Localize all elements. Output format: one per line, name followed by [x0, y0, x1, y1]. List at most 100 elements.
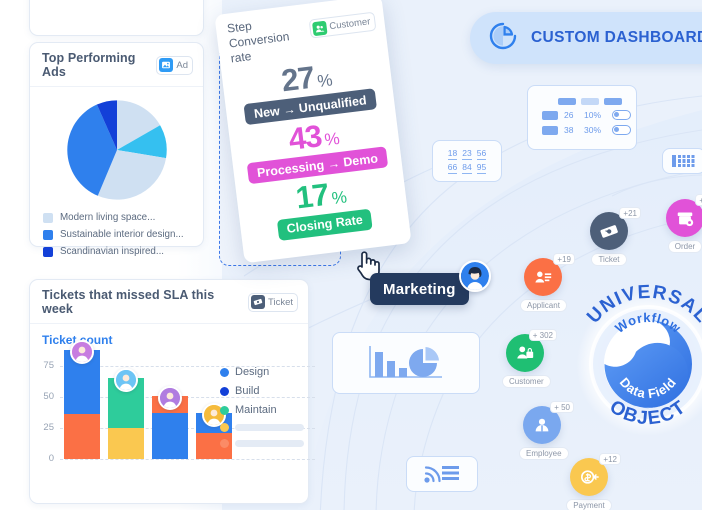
legend-label: Modern living space... [60, 212, 156, 223]
y-tick-75: 75 [43, 360, 54, 371]
legend-swatch [43, 212, 53, 223]
table-row[interactable] [108, 368, 144, 459]
entity-label: Ticket [591, 253, 627, 266]
table-row[interactable] [64, 340, 100, 459]
list-item[interactable]: Build [220, 385, 304, 397]
count-badge: +19 [553, 253, 575, 265]
entity-employee[interactable]: + 50 Employee [519, 401, 574, 460]
entity-payment[interactable]: +12 Payment [566, 453, 621, 510]
y-tick-50: 50 [43, 391, 54, 402]
status-badge-ad[interactable]: Ad [156, 55, 193, 75]
card-top-performing-ads[interactable]: Top Performing Ads Ad [29, 42, 204, 257]
ghost-widget-list[interactable] [662, 148, 702, 174]
list-item[interactable]: Maintain [220, 404, 304, 416]
table-cell: 30% [584, 125, 602, 135]
metric-unit: % [330, 187, 349, 209]
y-tick-0: 0 [48, 453, 54, 464]
status-badge-ticket[interactable]: Ticket [248, 292, 298, 312]
avatar [70, 340, 94, 364]
count-badge: +12 [599, 453, 621, 465]
avatar [158, 386, 182, 410]
card-header: Step Conversion rate Customer [214, 0, 388, 73]
table-cell: 26 [564, 110, 574, 120]
color-swatch [542, 110, 558, 120]
table-row: 26 10% [528, 105, 636, 120]
chip [581, 98, 599, 105]
count-badge: +30 [695, 194, 702, 206]
page-title: Tickets that missed SLA this week [42, 288, 215, 316]
entity-applicant[interactable]: +19 Applicant [520, 253, 575, 312]
list-item[interactable] [220, 423, 304, 432]
entity-customer[interactable]: + 302 Customer [502, 329, 557, 388]
ghost-widget-numbers[interactable]: 18 23 56 66 84 95 [432, 140, 502, 182]
order-icon: +30 [666, 194, 702, 237]
count-badge: +21 [619, 207, 641, 219]
count-badge: + 302 [528, 329, 557, 341]
table-row[interactable] [196, 403, 232, 459]
metric-number: 17 [293, 177, 331, 216]
bar-segment-bottom [108, 428, 144, 459]
ticket-icon [251, 295, 266, 309]
bar-group [64, 335, 232, 459]
legend-placeholder [235, 440, 304, 447]
list-item[interactable] [220, 439, 304, 448]
table-cell: 23 [462, 148, 472, 160]
number-grid: 18 23 56 66 84 95 [447, 148, 487, 174]
chart-legend: Design Build Maintain [220, 366, 304, 455]
status-badge-customer[interactable]: Customer [308, 11, 377, 39]
ghost-widget-chart[interactable] [332, 332, 480, 394]
chip [604, 98, 622, 105]
ad-icon [159, 58, 174, 72]
list-item[interactable]: Design [220, 366, 304, 378]
table-row[interactable] [152, 386, 188, 459]
table-cell: 56 [476, 148, 487, 160]
pie-legend: Modern living space... Sustainable inter… [30, 204, 203, 257]
legend-swatch [43, 246, 53, 257]
entity-ticket[interactable]: +21 Ticket [586, 207, 641, 266]
list-icon [672, 155, 696, 167]
entity-label: Payment [566, 499, 612, 510]
pie-chart [30, 96, 203, 204]
legend-dot [220, 423, 229, 432]
table-row: 38 30% [528, 120, 636, 135]
legend-dot [220, 439, 229, 448]
legend-label: Build [235, 385, 260, 397]
metric-number: 43 [286, 118, 324, 158]
pie-chart-svg [66, 100, 167, 200]
ghost-widget-feed[interactable] [406, 456, 478, 492]
feed-icon [424, 466, 459, 483]
pie-chart-icon [488, 21, 518, 56]
legend-placeholder [235, 424, 304, 431]
card-tickets-missed-sla[interactable]: Tickets that missed SLA this week Ticket… [29, 279, 315, 504]
card-step-conversion-rate[interactable]: Step Conversion rate Customer 27% [214, 0, 412, 264]
partial-card-top[interactable] [29, 0, 204, 36]
badge-label: Ad [176, 59, 188, 71]
metrics-list: 27% New → Unqualified 43% Processing → D… [221, 52, 409, 249]
ghost-widget-stats[interactable]: 26 10% 38 30% [527, 85, 637, 150]
metric-unit: % [316, 70, 334, 92]
chip-row [528, 86, 636, 105]
toggle[interactable] [612, 110, 631, 120]
customer-icon: + 302 [506, 329, 557, 372]
toggle[interactable] [612, 125, 631, 135]
avatar [202, 403, 226, 427]
entity-label: Employee [519, 447, 569, 460]
user-presence-tooltip[interactable]: Marketing [370, 273, 469, 305]
customer-icon [311, 20, 328, 36]
gridline [60, 459, 315, 460]
bar-segment-bottom [64, 414, 100, 459]
avatar[interactable] [459, 260, 491, 292]
badge-label: Customer [328, 16, 372, 33]
custom-dashboard-header[interactable]: CUSTOM DASHBOARD [470, 12, 702, 64]
hand-cursor-icon [357, 251, 380, 281]
bar-chart: 75 50 25 0 [30, 322, 315, 492]
table-cell: 95 [476, 162, 487, 174]
entity-label: Applicant [520, 299, 567, 312]
entity-order[interactable]: +30 Order [662, 194, 702, 253]
metric-number: 27 [279, 59, 316, 99]
legend-dot [220, 367, 229, 377]
y-tick-25: 25 [43, 422, 54, 433]
badge-label: Ticket [268, 296, 293, 308]
metric-unit: % [323, 129, 341, 150]
